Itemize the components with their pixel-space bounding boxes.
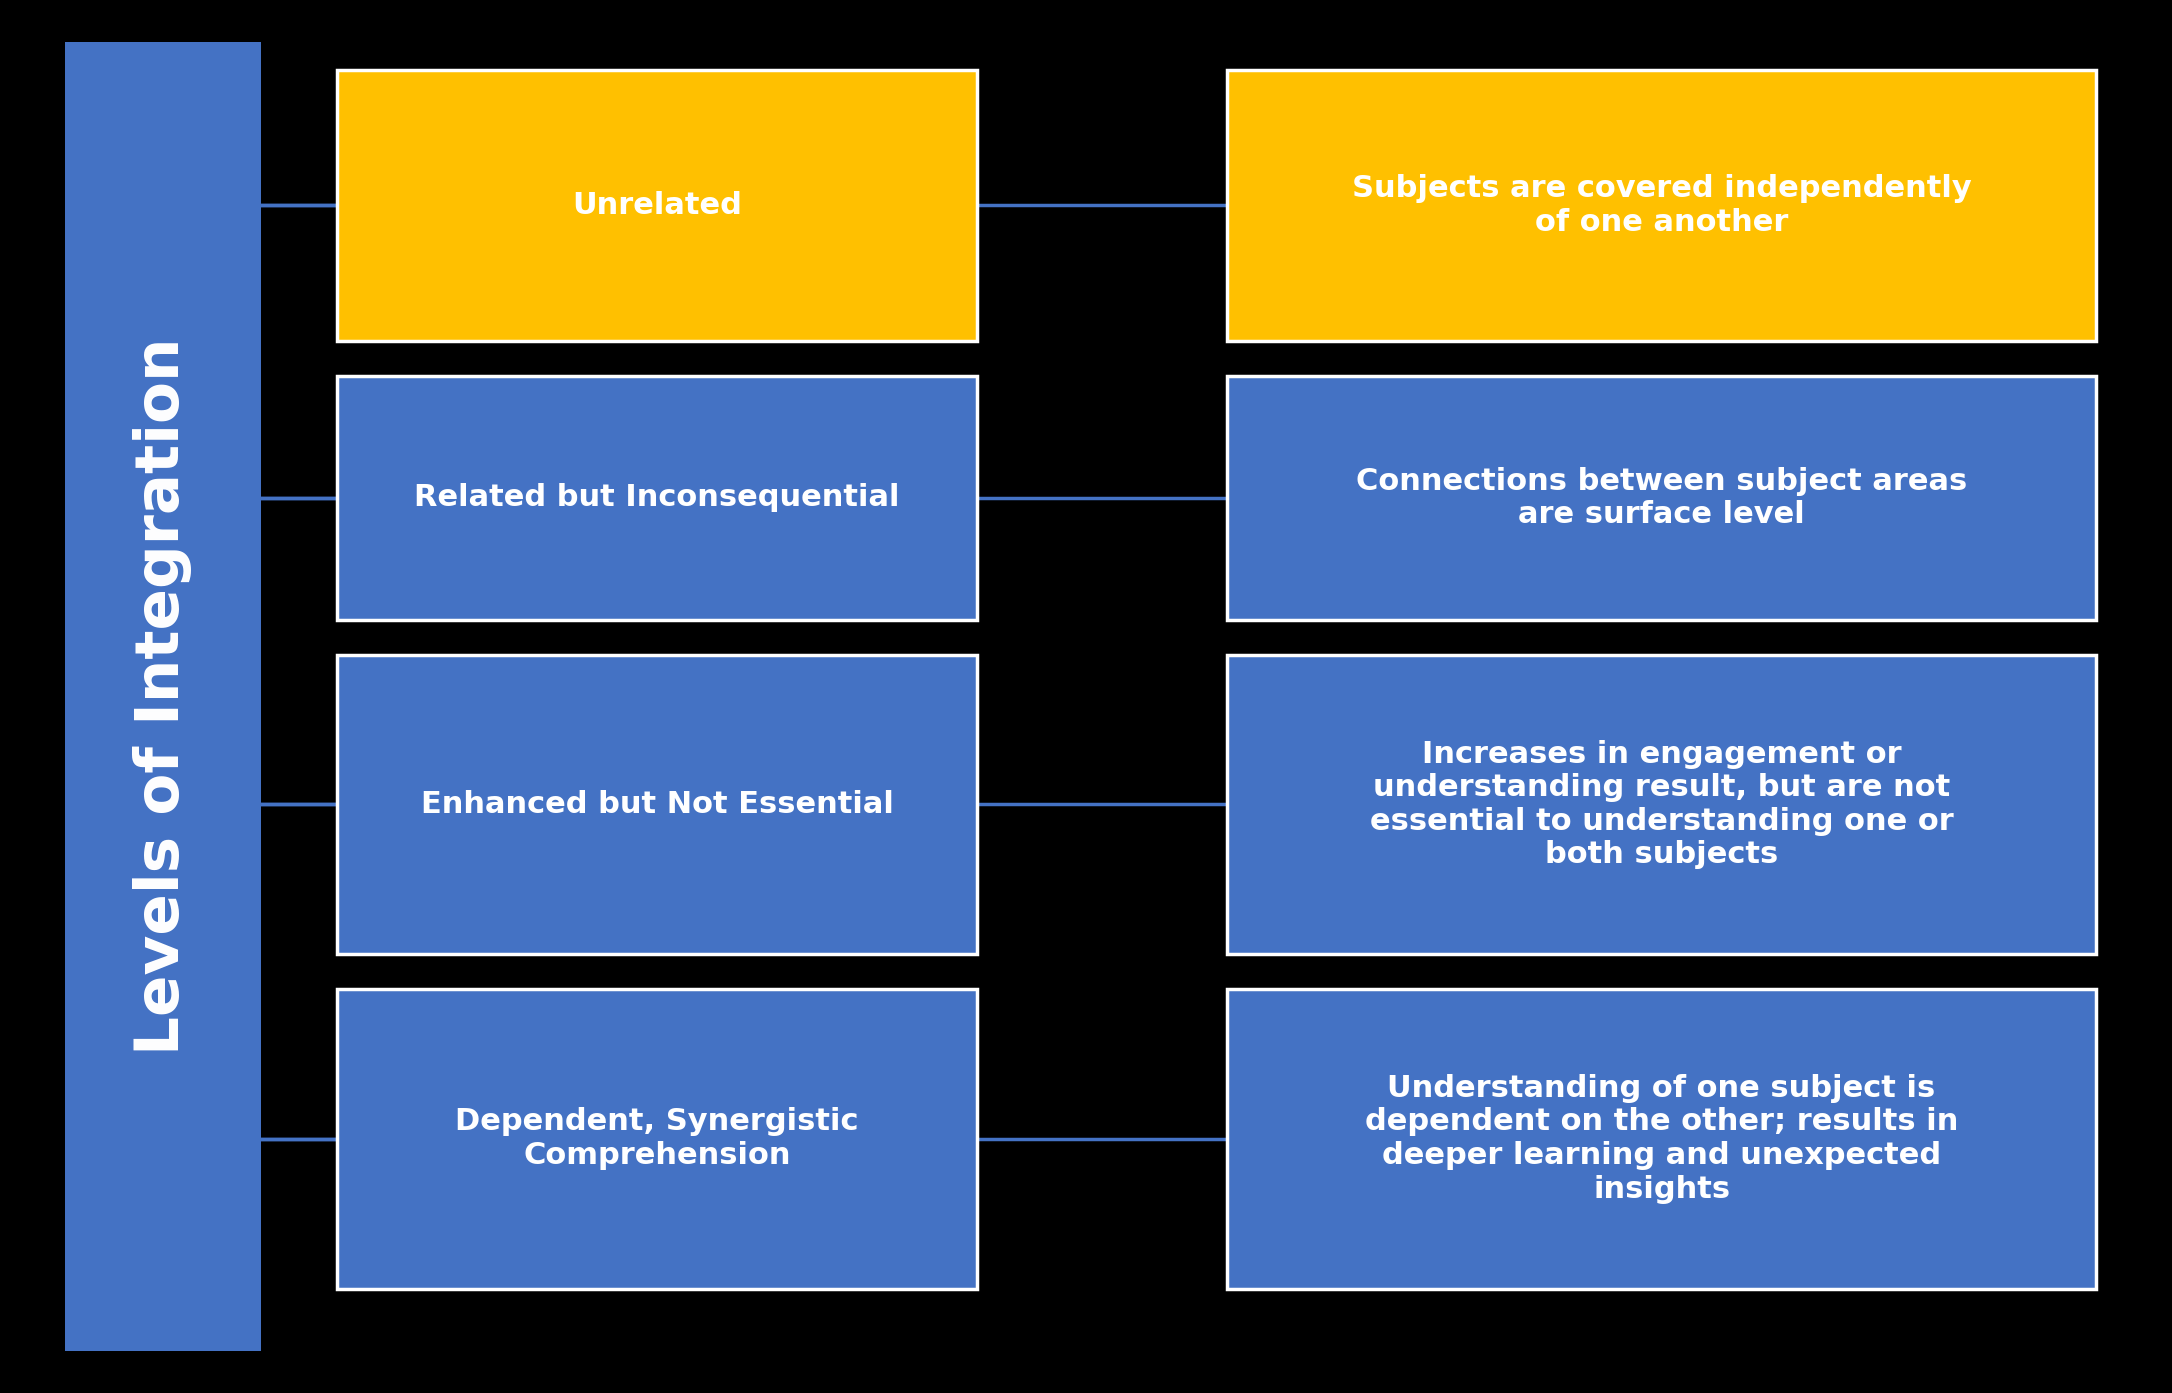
Text: Understanding of one subject is
dependent on the other; results in
deeper learni: Understanding of one subject is dependen… bbox=[1364, 1074, 1959, 1204]
Text: Related but Inconsequential: Related but Inconsequential bbox=[415, 483, 899, 513]
Text: Unrelated: Unrelated bbox=[571, 191, 743, 220]
Text: Levels of Integration: Levels of Integration bbox=[132, 337, 193, 1056]
FancyBboxPatch shape bbox=[65, 42, 261, 1351]
FancyBboxPatch shape bbox=[1227, 376, 2096, 620]
Text: Enhanced but Not Essential: Enhanced but Not Essential bbox=[421, 790, 893, 819]
FancyBboxPatch shape bbox=[1227, 989, 2096, 1289]
FancyBboxPatch shape bbox=[337, 989, 977, 1289]
FancyBboxPatch shape bbox=[337, 70, 977, 341]
Text: Increases in engagement or
understanding result, but are not
essential to unders: Increases in engagement or understanding… bbox=[1371, 740, 1953, 869]
FancyBboxPatch shape bbox=[337, 376, 977, 620]
Text: Dependent, Synergistic
Comprehension: Dependent, Synergistic Comprehension bbox=[456, 1107, 858, 1170]
FancyBboxPatch shape bbox=[1227, 655, 2096, 954]
FancyBboxPatch shape bbox=[337, 655, 977, 954]
Text: Subjects are covered independently
of one another: Subjects are covered independently of on… bbox=[1351, 174, 1972, 237]
FancyBboxPatch shape bbox=[1227, 70, 2096, 341]
Text: Connections between subject areas
are surface level: Connections between subject areas are su… bbox=[1355, 467, 1968, 529]
